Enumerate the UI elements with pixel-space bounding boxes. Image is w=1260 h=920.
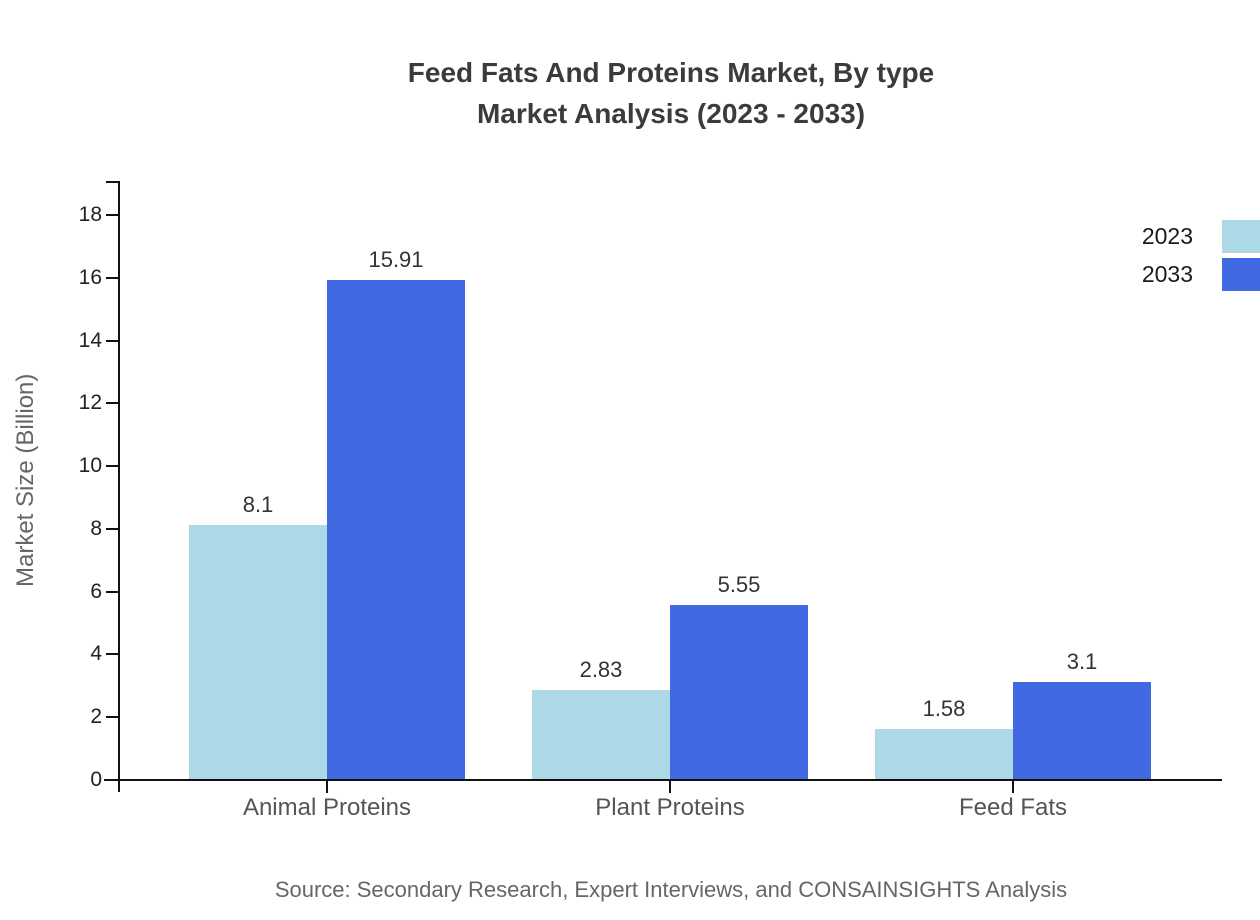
bar-2033-feed-fats [1013,682,1151,779]
legend-item-2033: 2033 [1142,258,1260,291]
y-axis-line [118,182,120,792]
bar-2023-plant-proteins [532,690,670,779]
y-axis-tick [106,214,118,216]
legend-label: 2023 [1141,223,1193,249]
y-axis-cap-tick [106,181,120,183]
y-axis-tick [106,402,118,404]
x-axis-category-label: Feed Fats [958,794,1068,821]
legend: 2023 2033 [1142,220,1260,296]
y-axis-tick-label: 6 [90,580,102,603]
y-axis-tick-label: 10 [78,454,102,477]
y-axis-tick-label: 14 [78,329,102,352]
chart-title-line2: Market Analysis (2023 - 2033) [476,98,866,129]
y-axis-tick [106,340,118,342]
source-note: Source: Secondary Research, Expert Inter… [274,877,1068,902]
y-axis-tick [106,277,118,279]
bar-value-label: 1.58 [922,696,966,721]
legend-swatch [1222,220,1260,253]
chart-title-line1: Feed Fats And Proteins Market, By type [407,57,935,88]
y-axis-tick-label: 0 [90,768,102,791]
x-axis-tick [669,781,671,793]
y-axis-tick [106,465,118,467]
bar-value-label: 5.55 [717,572,761,597]
bar-2023-feed-fats [875,729,1013,779]
bar-value-label: 8.1 [242,492,274,517]
bar-2033-plant-proteins [670,605,808,779]
y-axis-tick [106,653,118,655]
y-axis-tick-label: 4 [90,642,102,665]
y-axis-tick-label: 12 [78,391,102,414]
bar-2033-animal-proteins [327,280,465,779]
legend-swatch [1222,258,1260,291]
bar-value-label: 15.91 [368,247,424,272]
y-axis-tick [106,716,118,718]
legend-item-2023: 2023 [1142,220,1260,253]
chart-title: Feed Fats And Proteins Market, By type M… [120,52,1222,134]
y-axis-tick [106,591,118,593]
y-axis-tick-label: 2 [90,705,102,728]
x-axis-category-label: Animal Proteins [242,794,412,821]
bar-value-label: 3.1 [1066,649,1098,674]
y-axis-tick-label: 18 [78,203,102,226]
x-axis-line [104,779,1222,781]
x-axis-tick [326,781,328,793]
y-axis-tick-label: 16 [78,266,102,289]
bar-value-label: 2.83 [579,657,623,682]
y-axis-tick [106,779,118,781]
x-axis-tick [1012,781,1014,793]
y-axis-tick [106,528,118,530]
legend-label: 2033 [1141,261,1193,287]
x-axis-category-label: Plant Proteins [595,794,745,821]
bar-2023-animal-proteins [189,525,327,779]
y-axis-tick-label: 8 [90,517,102,540]
